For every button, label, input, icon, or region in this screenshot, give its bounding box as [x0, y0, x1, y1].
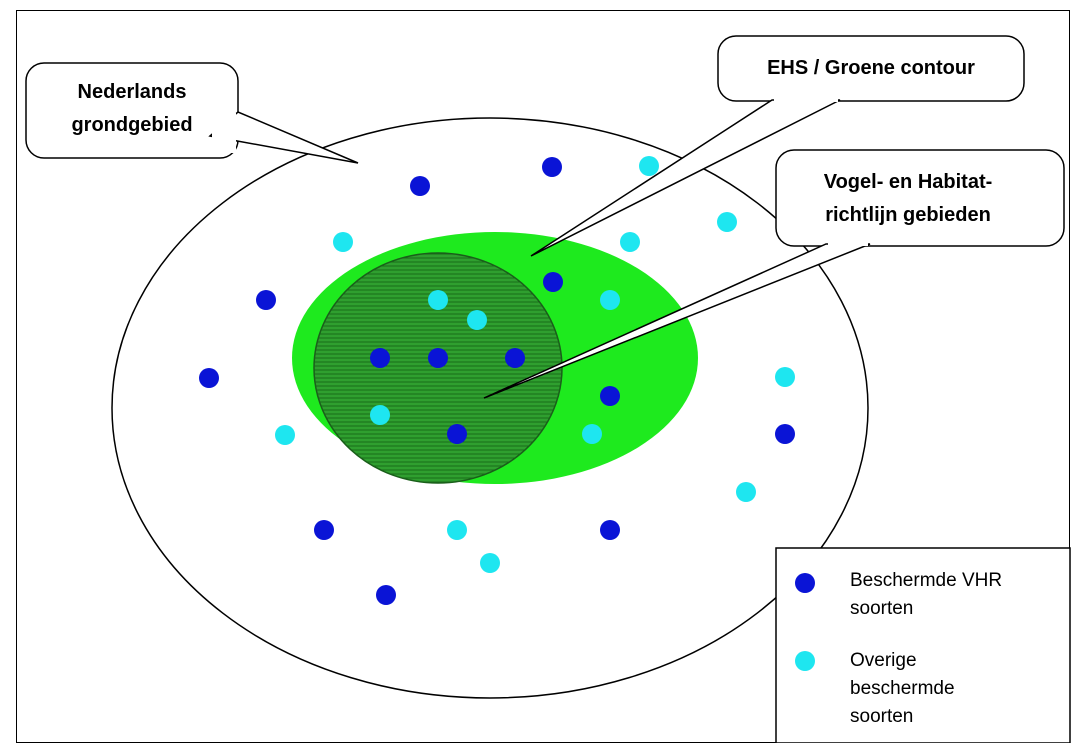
other-species-dot	[333, 232, 353, 252]
vhr-species-dot	[447, 424, 467, 444]
callout-vhr: Vogel- en Habitat- richtlijn gebieden	[483, 149, 1065, 399]
legend-vhr-line2: soorten	[850, 598, 913, 619]
vhr-species-dot	[314, 520, 334, 540]
other-species-dot	[467, 310, 487, 330]
vhr-species-dot	[505, 348, 525, 368]
vhr-species-dots	[199, 157, 795, 605]
vhr-species-dot	[543, 272, 563, 292]
other-species-dot	[775, 367, 795, 387]
legend-other-line3: soorten	[850, 706, 913, 727]
other-species-dot	[717, 212, 737, 232]
vhr-species-dot	[370, 348, 390, 368]
vhr-species-dot	[256, 290, 276, 310]
callout-nl-line2: grondgebied	[71, 114, 192, 136]
legend-other-line1: Overige	[850, 650, 917, 671]
legend-vhr-line1: Beschermde VHR	[850, 570, 1002, 591]
legend-other-species-dot-icon	[795, 651, 815, 671]
other-species-dot	[275, 425, 295, 445]
callout-nl-line1: Nederlands	[78, 81, 187, 103]
other-species-dot	[736, 482, 756, 502]
other-species-dot	[447, 520, 467, 540]
vhr-species-dot	[428, 348, 448, 368]
other-species-dots	[275, 156, 795, 573]
vhr-species-dot	[199, 368, 219, 388]
callout-ehs: EHS / Groene contour	[530, 35, 1025, 257]
legend-other-line2: beschermde	[850, 678, 955, 699]
callout-vhr-line2: richtlijn gebieden	[825, 204, 991, 226]
vhr-species-dot	[600, 520, 620, 540]
vhr-species-dot	[542, 157, 562, 177]
other-species-dot	[370, 405, 390, 425]
other-species-dot	[639, 156, 659, 176]
legend-vhr-species-dot-icon	[795, 573, 815, 593]
callout-vhr-line1: Vogel- en Habitat-	[824, 171, 993, 193]
other-species-dot	[620, 232, 640, 252]
vhr-species-dot	[600, 386, 620, 406]
other-species-dot	[582, 424, 602, 444]
callout-ehs-line1: EHS / Groene contour	[767, 57, 975, 79]
other-species-dot	[428, 290, 448, 310]
other-species-dot	[480, 553, 500, 573]
other-species-dot	[600, 290, 620, 310]
vhr-species-dot	[410, 176, 430, 196]
callout-nl-territory: Nederlands grondgebied	[25, 62, 359, 164]
legend: Beschermde VHR soorten Overige beschermd…	[775, 547, 1071, 743]
vhr-species-dot	[376, 585, 396, 605]
vhr-species-dot	[775, 424, 795, 444]
